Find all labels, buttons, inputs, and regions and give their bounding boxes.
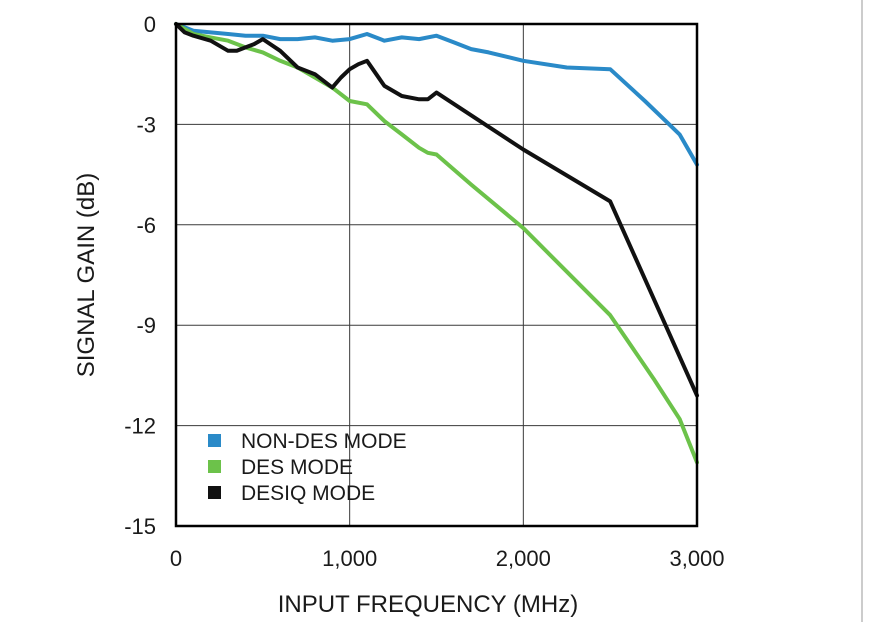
x-tick-label: 1,000 <box>322 546 377 571</box>
legend-label: NON-DES MODE <box>241 430 407 453</box>
y-tick-label: -9 <box>136 313 156 338</box>
x-tick-label: 2,000 <box>496 546 551 571</box>
y-axis-title: SIGNAL GAIN (dB) <box>73 173 100 378</box>
y-tick-label: -12 <box>124 414 156 439</box>
x-tick-label: 3,000 <box>669 546 724 571</box>
series-lines <box>174 22 699 465</box>
y-tick-labels: 0 -3 -6 -9 -12 -15 <box>124 12 156 539</box>
series-line-non-des-mode <box>174 22 699 167</box>
x-tick-label: 0 <box>170 546 182 571</box>
series-line-desiq-mode <box>174 22 699 398</box>
series-line-des-mode <box>174 22 699 465</box>
legend-label: DES MODE <box>241 456 353 479</box>
y-tick-label: -6 <box>136 213 156 238</box>
x-tick-labels: 0 1,000 2,000 3,000 <box>170 546 725 571</box>
legend: NON-DES MODE DES MODE DESIQ MODE <box>208 430 407 505</box>
grid <box>176 24 697 526</box>
y-tick-label: -3 <box>136 112 156 137</box>
y-tick-label: 0 <box>144 12 156 37</box>
y-tick-label: -15 <box>124 514 156 539</box>
x-axis-title: INPUT FREQUENCY (MHz) <box>278 591 578 618</box>
plot-frame <box>174 22 699 528</box>
legend-label: DESIQ MODE <box>241 482 375 505</box>
legend-swatch <box>208 434 221 447</box>
legend-swatch <box>208 486 221 499</box>
legend-swatch <box>208 460 221 473</box>
